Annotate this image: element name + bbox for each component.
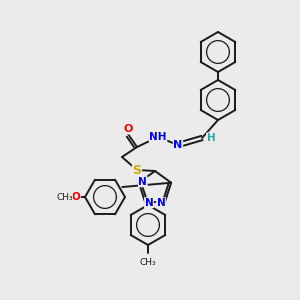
Text: CH₃: CH₃ [57, 194, 73, 202]
Text: N: N [145, 198, 153, 208]
Text: NH: NH [149, 132, 167, 142]
Text: N: N [139, 177, 147, 187]
Text: S: S [133, 164, 142, 176]
Text: O: O [123, 124, 133, 134]
Text: N: N [173, 140, 183, 150]
Text: CH₃: CH₃ [140, 258, 156, 267]
Text: H: H [207, 133, 215, 143]
Text: O: O [72, 192, 80, 202]
Text: N: N [157, 198, 165, 208]
